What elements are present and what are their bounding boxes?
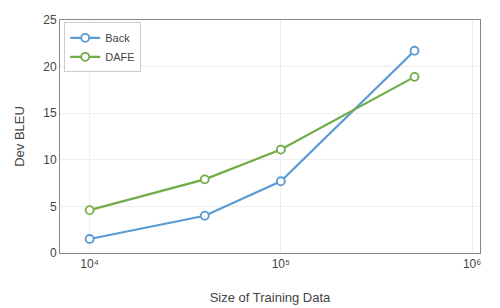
svg-text:10: 10 (43, 153, 57, 167)
svg-text:Size of Training Data: Size of Training Data (210, 290, 331, 305)
svg-text:15: 15 (43, 106, 57, 120)
svg-text:0: 0 (50, 246, 57, 260)
svg-text:Back: Back (105, 32, 130, 44)
svg-text:25: 25 (43, 13, 57, 27)
svg-text:10⁶: 10⁶ (463, 257, 481, 271)
svg-text:Dev BLEU: Dev BLEU (12, 106, 27, 167)
svg-text:DAFE: DAFE (105, 51, 134, 63)
svg-text:10⁵: 10⁵ (272, 257, 290, 271)
svg-text:20: 20 (43, 60, 57, 74)
svg-text:5: 5 (50, 200, 57, 214)
svg-text:10⁴: 10⁴ (80, 257, 99, 271)
